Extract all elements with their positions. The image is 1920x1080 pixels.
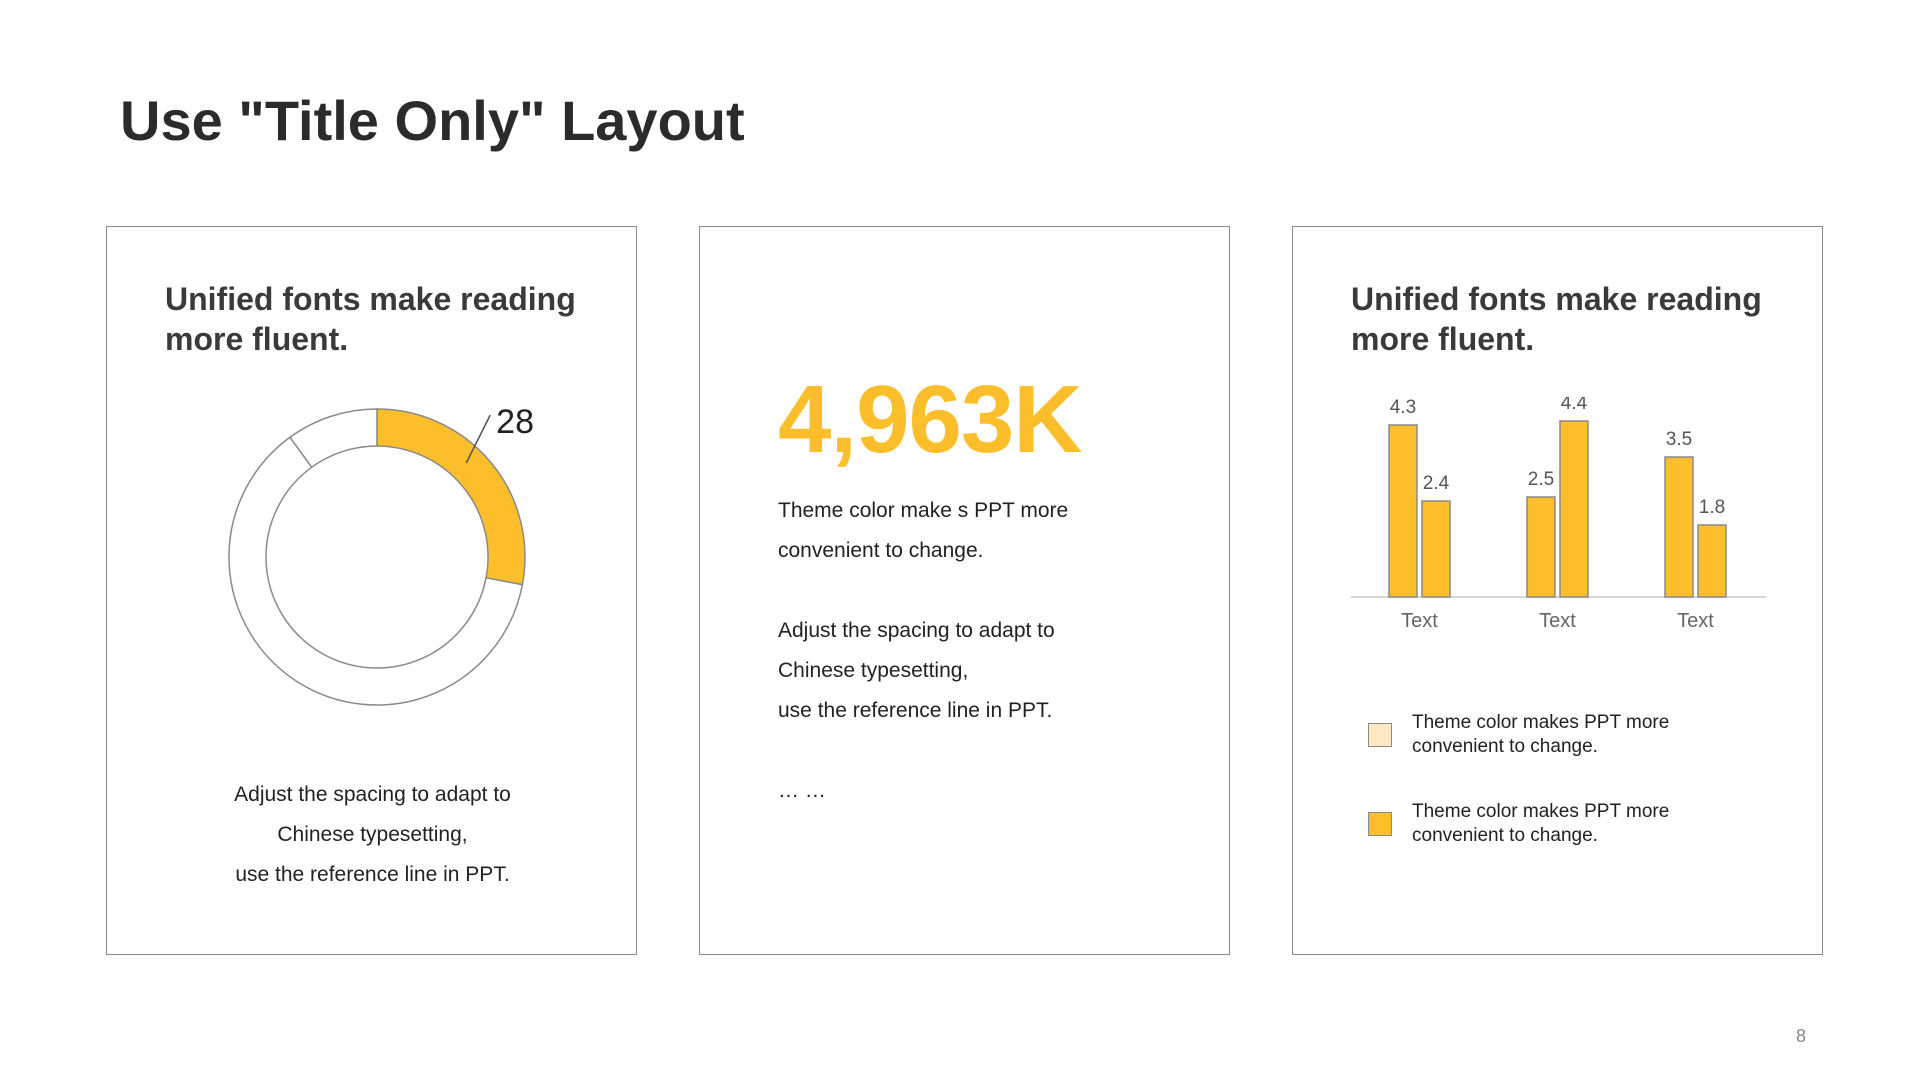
body-spacer [778,571,1198,611]
bar-value-label: 4.3 [1390,397,1416,418]
bar-value-label: 2.5 [1528,469,1554,490]
legend-line: convenient to change. [1412,736,1598,757]
card-body-text: Adjust the spacing to adapt to Chinese t… [107,775,638,895]
category-label: Text [1401,610,1438,632]
heading-line: Unified fonts make reading [1351,281,1762,317]
bar [1697,524,1727,598]
legend-line: Theme color makes PPT more [1412,801,1670,822]
card-donut: Unified fonts make reading more fluent. … [106,226,637,955]
body-line: convenient to change. [778,539,984,562]
body-line: use the reference line in PPT. [778,699,1053,722]
card-heading: Unified fonts make reading more fluent. [165,279,595,359]
card-heading: Unified fonts make reading more fluent. [1351,279,1781,359]
big-number: 4,963K [778,366,1083,473]
bar [1421,500,1451,598]
bar-chart: 4.3 2.4 Text 2.5 4.4 Text 3.5 1.8 Text [1351,397,1766,632]
body-spacer [778,731,1198,771]
donut-slice [228,436,524,706]
bar [1559,420,1589,598]
bar [1388,424,1418,598]
donut-slice [288,408,378,469]
body-line: … … [778,779,826,802]
page-number: 8 [1796,1026,1807,1046]
body-line: Theme color make s PPT more [778,499,1069,522]
donut-chart: 28 [228,403,534,706]
card-body-text: Theme color make s PPT more convenient t… [778,491,1198,811]
category-label: Text [1677,610,1714,632]
card-metric: 4,963K Theme color make s PPT more conve… [699,226,1230,955]
heading-line: Unified fonts make reading [165,281,576,317]
heading-line: more fluent. [1351,321,1535,357]
bar-value-label: 1.8 [1699,497,1725,518]
card-bar-chart: Unified fonts make reading more fluent. … [1292,226,1823,955]
body-line: Adjust the spacing to adapt to [778,619,1055,642]
bar [1526,496,1556,598]
bar-value-label: 3.5 [1666,429,1692,450]
body-line: Chinese typesetting, [778,659,969,682]
bar [1664,456,1694,598]
donut-leader-line [465,414,491,464]
legend-swatch [1368,812,1392,836]
body-line: Chinese typesetting, [277,823,468,846]
legend-text: Theme color makes PPT more convenient to… [1412,711,1782,759]
page-title: Use "Title Only" Layout [120,89,745,152]
legend-line: convenient to change. [1412,825,1598,846]
legend-text: Theme color makes PPT more convenient to… [1412,800,1782,848]
legend-swatch [1368,723,1392,747]
category-label: Text [1539,610,1576,632]
bar-value-label: 2.4 [1423,473,1450,494]
donut-label: 28 [496,403,534,441]
bar-value-label: 4.4 [1561,397,1588,414]
legend-line: Theme color makes PPT more [1412,712,1670,733]
body-line: Adjust the spacing to adapt to [234,783,511,806]
body-line: use the reference line in PPT. [235,863,510,886]
heading-line: more fluent. [165,321,349,357]
